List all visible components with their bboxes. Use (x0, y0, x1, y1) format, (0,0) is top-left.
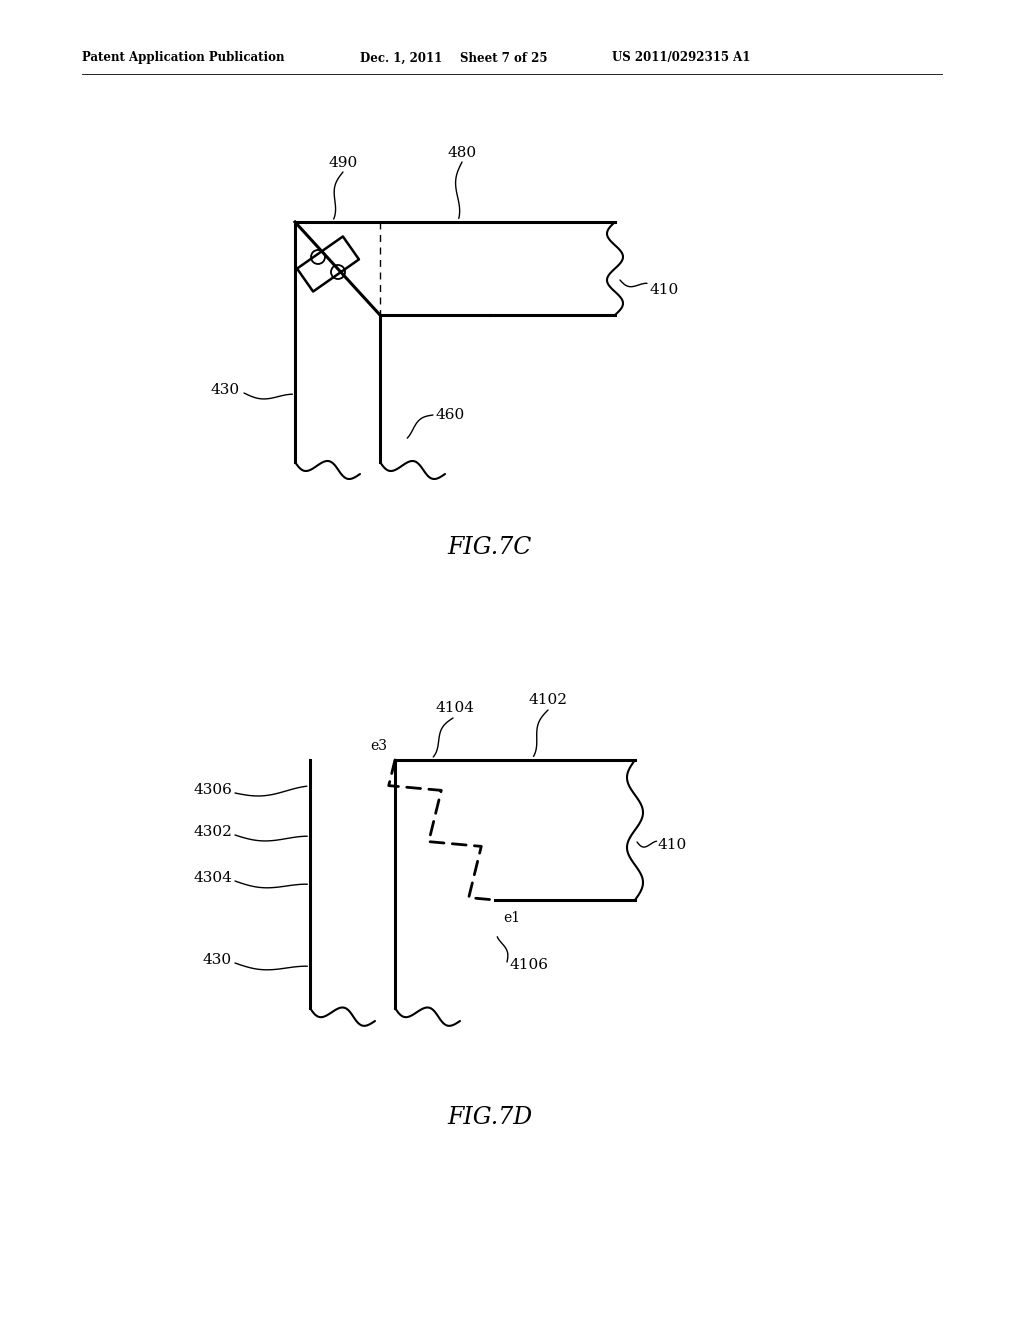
Text: 430: 430 (203, 953, 232, 968)
Text: 410: 410 (649, 282, 678, 297)
Text: 430: 430 (211, 383, 240, 397)
Text: 4102: 4102 (528, 693, 567, 708)
Text: FIG.7D: FIG.7D (447, 1106, 532, 1130)
Text: US 2011/0292315 A1: US 2011/0292315 A1 (612, 51, 751, 65)
Text: e3: e3 (370, 739, 387, 752)
Text: 4306: 4306 (194, 783, 232, 797)
Text: Patent Application Publication: Patent Application Publication (82, 51, 285, 65)
Text: 4304: 4304 (194, 871, 232, 884)
Text: e1: e1 (503, 911, 520, 925)
Text: 490: 490 (329, 156, 357, 170)
Text: 410: 410 (658, 838, 687, 851)
Text: 4106: 4106 (510, 958, 549, 972)
Text: 460: 460 (435, 408, 464, 422)
Text: 4302: 4302 (194, 825, 232, 840)
Text: Sheet 7 of 25: Sheet 7 of 25 (460, 51, 548, 65)
Text: 4104: 4104 (435, 701, 474, 715)
Text: FIG.7C: FIG.7C (447, 536, 532, 560)
Text: 480: 480 (447, 147, 476, 160)
Text: Dec. 1, 2011: Dec. 1, 2011 (360, 51, 442, 65)
